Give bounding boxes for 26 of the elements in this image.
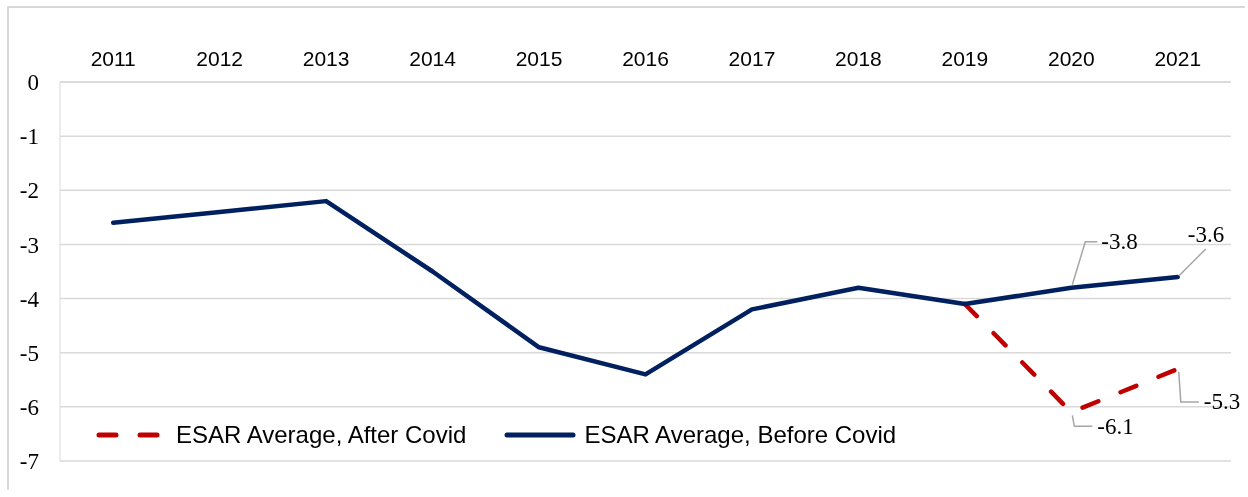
y-tick-label: -4 (19, 286, 40, 312)
x-tick-label: 2019 (941, 47, 989, 70)
x-tick-label: 2011 (90, 47, 136, 70)
y-tick-label: -3 (19, 232, 39, 258)
y-tick-label: 0 (27, 70, 39, 96)
x-tick-label: 2020 (1047, 47, 1095, 70)
data-label: -5.3 (1203, 389, 1241, 415)
data-label: -3.6 (1187, 222, 1225, 248)
y-tick-label: -7 (19, 449, 39, 475)
y-tick-label: -5 (19, 340, 39, 366)
y-tick-label: -1 (19, 124, 39, 150)
y-tick-label: -6 (19, 395, 39, 421)
x-tick-label: 2013 (302, 47, 350, 70)
x-tick-label: 2012 (196, 47, 244, 70)
line-series (110, 198, 1181, 377)
x-tick-label: 2017 (728, 47, 776, 70)
x-tick-label: 2016 (622, 47, 669, 70)
legend-label: ESAR Average, Before Covid (584, 421, 897, 449)
x-tick-label: 2021 (1154, 47, 1202, 70)
x-tick-label: 2014 (409, 47, 457, 70)
y-tick-label: -2 (19, 178, 39, 204)
x-tick-label: 2015 (515, 47, 563, 70)
legend-label: ESAR Average, After Covid (176, 421, 467, 449)
data-label: -6.1 (1097, 413, 1134, 439)
data-label: -3.8 (1101, 229, 1138, 255)
x-tick-label: 2018 (835, 47, 882, 70)
